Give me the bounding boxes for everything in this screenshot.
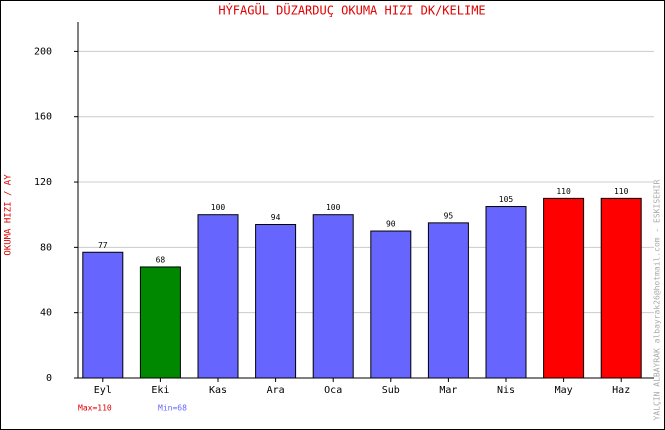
x-tick-label: Eyl — [94, 385, 112, 396]
x-tick-label: Mar — [439, 385, 457, 396]
bar — [82, 251, 124, 379]
x-tick-label: Ara — [267, 385, 285, 396]
value-label: 105 — [499, 195, 514, 204]
min-label: Min=68 — [158, 404, 187, 413]
value-label: 110 — [614, 187, 629, 196]
bar — [370, 230, 412, 379]
x-tick-label: May — [555, 385, 573, 396]
value-label: 77 — [98, 241, 108, 250]
value-label: 100 — [211, 203, 226, 212]
chart-title: HÝFAGÜL DÜZARDUÇ OKUMA HIZI DK/KELIME — [218, 2, 485, 18]
x-tick-label: Sub — [382, 385, 400, 396]
y-tick-label: 200 — [34, 46, 52, 57]
y-tick-label: 40 — [40, 308, 52, 319]
y-tick-label: 160 — [34, 112, 52, 123]
bar — [255, 223, 297, 379]
y-tick-label: 120 — [34, 177, 52, 188]
y-tick-label: 80 — [40, 242, 52, 253]
x-tick-label: Eki — [151, 385, 169, 396]
value-label: 110 — [556, 187, 571, 196]
bar — [312, 214, 354, 379]
bar — [139, 266, 181, 379]
bar — [543, 197, 585, 379]
bar — [485, 206, 527, 379]
bar — [427, 222, 469, 379]
value-label: 94 — [271, 213, 281, 222]
value-label: 90 — [386, 220, 396, 229]
max-label: Max=110 — [78, 404, 112, 413]
x-tick-label: Kas — [209, 385, 227, 396]
x-tick-label: Nis — [497, 385, 515, 396]
y-tick-label: 0 — [46, 373, 52, 384]
bar — [197, 214, 239, 379]
x-tick-label: Oca — [324, 385, 342, 396]
x-tick-label: Haz — [612, 385, 630, 396]
side-note: YALÇIN ALBAYRAK albayrak26@hotmail.com -… — [653, 179, 662, 420]
value-label: 100 — [326, 203, 341, 212]
bar — [600, 197, 642, 379]
value-label: 68 — [156, 255, 166, 264]
y-axis-label: OKUMA HIZI / AY — [4, 174, 14, 256]
value-label: 95 — [444, 211, 454, 220]
